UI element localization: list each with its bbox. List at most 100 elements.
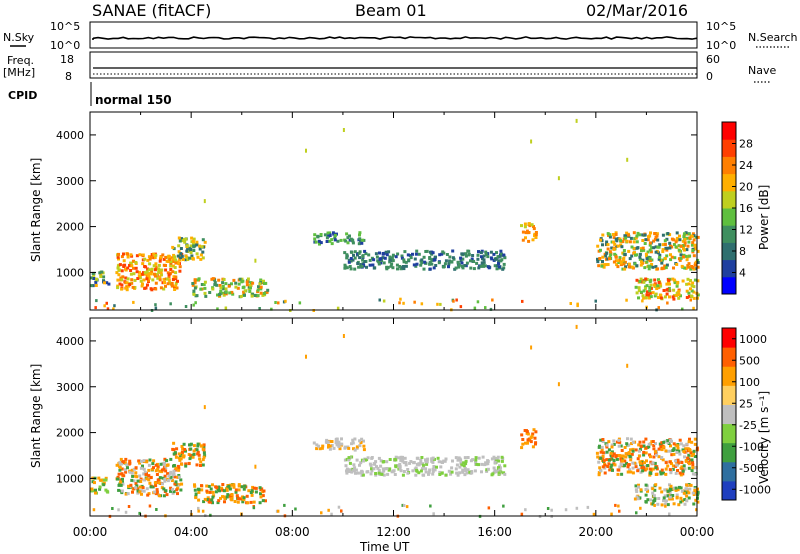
data-cell <box>638 448 642 451</box>
data-cell <box>376 259 380 263</box>
data-cell <box>343 458 347 462</box>
data-cell <box>653 504 656 507</box>
data-cell <box>597 460 601 464</box>
data-cell <box>337 444 341 448</box>
data-cell <box>352 469 356 473</box>
data-cell <box>424 467 428 471</box>
data-cell <box>258 486 262 490</box>
data-cell <box>128 470 132 474</box>
data-cell <box>422 255 426 259</box>
data-cell <box>611 454 615 458</box>
data-cell <box>665 263 669 267</box>
data-cell <box>137 274 141 278</box>
data-cell <box>171 270 175 274</box>
data-cell <box>127 284 131 288</box>
data-cell <box>614 255 618 259</box>
data-cell <box>165 277 169 281</box>
data-cell <box>677 296 681 300</box>
data-cell <box>159 462 163 466</box>
data-cell <box>382 261 386 265</box>
data-cell <box>433 468 437 472</box>
data-cell <box>349 259 353 263</box>
data-cell <box>138 461 142 465</box>
data-cell <box>112 307 115 311</box>
data-cell <box>675 293 679 297</box>
data-cell <box>249 491 253 494</box>
data-cell <box>644 437 648 441</box>
data-cell <box>420 258 424 262</box>
data-cell <box>264 499 267 503</box>
data-cell <box>457 265 461 269</box>
data-cell <box>175 447 179 451</box>
data-cell <box>359 441 363 444</box>
data-cell <box>618 440 622 444</box>
data-cell <box>678 438 682 442</box>
data-cell <box>189 447 193 451</box>
data-cell <box>557 176 560 181</box>
data-cell <box>672 442 676 446</box>
data-cell <box>117 488 121 492</box>
data-cell <box>619 239 623 243</box>
data-cell <box>675 238 679 242</box>
data-cell <box>497 459 501 463</box>
data-cell <box>600 448 604 452</box>
data-cell <box>625 231 629 235</box>
data-cell <box>358 439 362 443</box>
data-cell <box>248 283 252 287</box>
data-cell <box>192 303 195 307</box>
data-cell <box>236 500 240 504</box>
data-cell <box>653 238 657 241</box>
data-cell <box>180 237 184 241</box>
data-cell <box>642 450 646 454</box>
data-cell <box>676 458 680 462</box>
data-cell <box>625 442 629 446</box>
data-cell <box>431 460 435 464</box>
data-cell <box>191 283 195 287</box>
data-cell <box>606 232 610 236</box>
data-cell <box>346 236 350 240</box>
data-cell <box>167 278 171 282</box>
data-cell <box>632 246 636 250</box>
data-cell <box>440 252 444 256</box>
data-cell <box>181 258 185 261</box>
data-cell <box>153 274 157 278</box>
data-cell <box>657 447 661 451</box>
data-cell <box>634 285 638 289</box>
data-cell <box>251 281 255 285</box>
data-cell <box>129 253 133 257</box>
data-cell <box>612 240 615 244</box>
data-cell <box>430 457 434 461</box>
data-cell <box>679 500 683 504</box>
data-cell <box>162 277 166 281</box>
data-cell <box>683 232 686 236</box>
data-cell <box>653 294 657 298</box>
data-cell <box>486 462 490 466</box>
data-cell <box>362 444 366 448</box>
data-cell <box>219 496 222 500</box>
data-cell <box>147 268 151 272</box>
data-cell <box>616 265 620 269</box>
data-cell <box>628 455 632 458</box>
data-cell <box>635 291 639 295</box>
data-cell <box>171 447 175 451</box>
data-cell <box>447 265 450 269</box>
data-cell <box>648 259 652 263</box>
data-cell <box>659 259 663 262</box>
data-cell <box>398 465 402 469</box>
data-cell <box>398 467 402 471</box>
data-cell <box>668 295 671 299</box>
data-cell <box>356 252 359 256</box>
data-cell <box>688 462 691 466</box>
data-cell <box>466 468 470 472</box>
data-cell <box>649 460 653 464</box>
data-cell <box>546 507 550 510</box>
data-cell <box>668 495 672 499</box>
data-cell <box>633 497 637 501</box>
data-cell <box>358 256 362 260</box>
data-cell <box>632 240 636 244</box>
data-cell <box>184 258 188 262</box>
colorbar-tick-label: 20 <box>739 181 753 194</box>
data-cell <box>629 470 633 474</box>
data-cell <box>319 233 323 236</box>
data-cell <box>618 237 622 241</box>
